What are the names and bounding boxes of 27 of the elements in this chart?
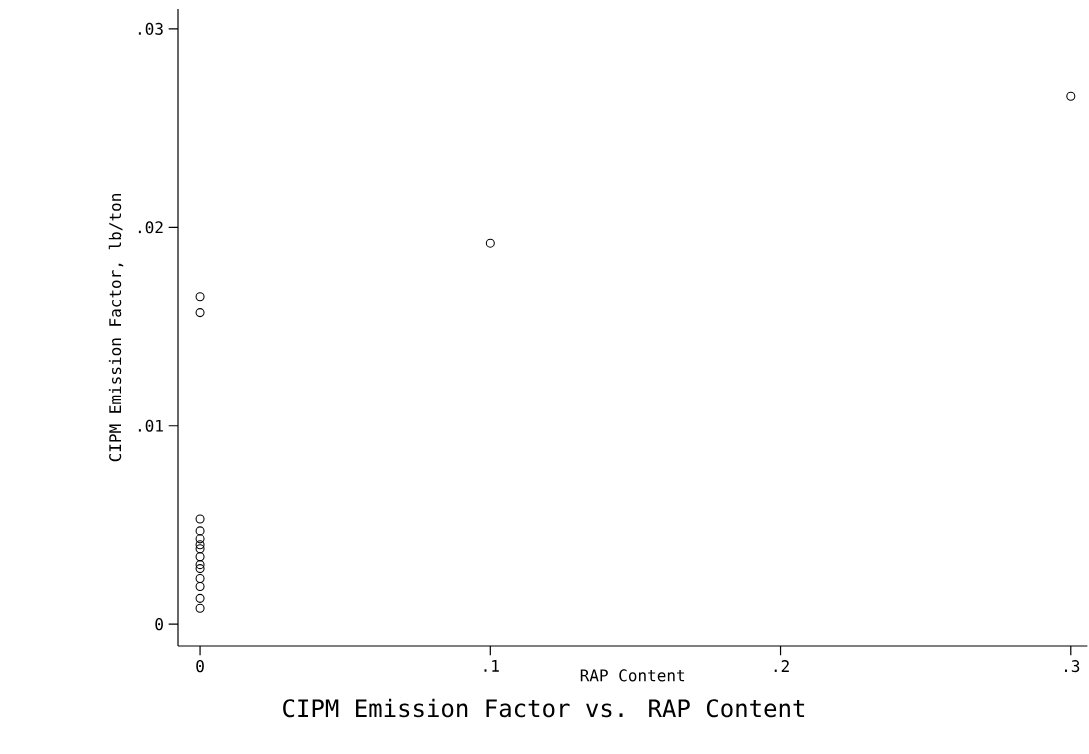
point bbox=[195, 534, 205, 544]
x-axis-title: RAP Content bbox=[580, 669, 685, 682]
x-tick-label: .2 bbox=[774, 660, 789, 672]
point bbox=[195, 544, 205, 554]
y-tick-label: .01 bbox=[138, 419, 163, 432]
y-tick-label: .02 bbox=[138, 221, 163, 234]
point bbox=[195, 514, 205, 524]
point bbox=[195, 560, 205, 570]
point bbox=[195, 308, 205, 318]
x-tick-label: .1 bbox=[484, 660, 499, 672]
point bbox=[195, 603, 205, 613]
y-tick-label: 0 bbox=[155, 618, 163, 631]
x-tick-label: 0 bbox=[196, 660, 204, 673]
point bbox=[195, 292, 205, 302]
point bbox=[195, 526, 205, 536]
point bbox=[1066, 91, 1076, 101]
point bbox=[195, 552, 205, 562]
y-axis-title: CIPM Emission Factor, lb/ton bbox=[108, 194, 124, 462]
point bbox=[195, 593, 205, 603]
text: CIPM Emission Factor vs. RAP Content bbox=[283, 698, 805, 718]
point bbox=[195, 581, 205, 592]
x-tick-label: .3 bbox=[1064, 660, 1080, 673]
y-tick-label: .03 bbox=[138, 22, 163, 35]
point bbox=[485, 238, 495, 248]
point bbox=[195, 573, 205, 584]
point bbox=[195, 540, 205, 550]
point bbox=[195, 564, 205, 574]
